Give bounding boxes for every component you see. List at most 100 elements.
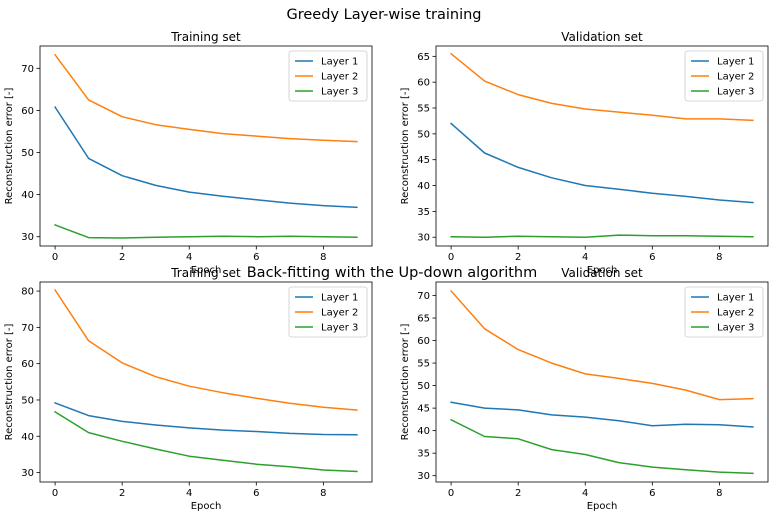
legend-label: Layer 1 xyxy=(717,293,754,304)
x-tick-label: 8 xyxy=(320,488,326,499)
legend: Layer 1 Layer 2 Layer 3 xyxy=(288,286,368,338)
suptitle-bottom: Back-fitting with the Up-down algorithm xyxy=(247,265,538,281)
y-tick-label: 30 xyxy=(417,471,430,482)
x-tick-label: 6 xyxy=(649,488,655,499)
y-tick-label: 70 xyxy=(21,323,34,334)
y-tick-label: 40 xyxy=(417,426,430,437)
y-tick-label: 50 xyxy=(417,381,430,392)
y-tick-label: 30 xyxy=(21,468,34,479)
series-line-layer-3 xyxy=(54,223,358,239)
y-tick-label: 40 xyxy=(21,190,34,201)
series-line-layer-2 xyxy=(450,289,754,401)
x-tick-label: 2 xyxy=(515,488,521,499)
y-tick-label: 35 xyxy=(417,207,430,218)
x-tick-label: 4 xyxy=(582,252,588,263)
legend-label: Layer 3 xyxy=(717,323,754,334)
suptitle-top: Greedy Layer-wise training xyxy=(287,7,482,23)
legend-label: Layer 3 xyxy=(321,323,358,334)
legend-box xyxy=(684,286,764,338)
x-tick-label: 2 xyxy=(119,488,125,499)
y-tick-label: 80 xyxy=(21,287,34,298)
x-tick-label: 0 xyxy=(52,488,58,499)
y-tick-label: 70 xyxy=(21,64,34,75)
legend: Layer 1 Layer 2 Layer 3 xyxy=(684,286,764,338)
x-tick-label: 8 xyxy=(716,488,722,499)
chart-top-left: Training set 0 2 4 6 8 30 40 50 60 70 Epoch Reconstr… xyxy=(4,30,373,276)
x-tick-label: 0 xyxy=(52,252,58,263)
y-tick-label: 60 xyxy=(21,106,34,117)
chart-title: Training set xyxy=(170,30,241,44)
legend-label: Layer 2 xyxy=(321,72,358,83)
x-tick-label: 4 xyxy=(582,488,588,499)
y-tick-label: 30 xyxy=(21,232,34,243)
legend: Layer 1 Layer 2 Layer 3 xyxy=(288,50,368,102)
legend-label: Layer 3 xyxy=(717,87,754,98)
y-tick-label: 35 xyxy=(417,449,430,460)
series-line-layer-2 xyxy=(54,288,358,411)
series-line-layer-1 xyxy=(54,106,358,209)
x-tick-label: 4 xyxy=(186,252,192,263)
legend-box xyxy=(288,50,368,102)
chart-title: Validation set xyxy=(561,30,643,44)
x-tick-label: 8 xyxy=(320,252,326,263)
y-axis-label: Reconstruction error [-] xyxy=(400,323,411,440)
y-tick-label: 55 xyxy=(417,104,430,115)
y-tick-label: 60 xyxy=(417,78,430,89)
legend-box xyxy=(684,50,764,102)
legend-label: Layer 2 xyxy=(717,72,754,83)
legend-label: Layer 2 xyxy=(717,308,754,319)
series-line-layer-3 xyxy=(54,410,358,473)
y-tick-label: 50 xyxy=(21,148,34,159)
series-line-layer-1 xyxy=(450,401,754,428)
y-tick-label: 50 xyxy=(417,129,430,140)
chart-title: Training set xyxy=(170,266,241,280)
x-tick-label: 8 xyxy=(716,252,722,263)
series-line-layer-2 xyxy=(450,52,754,122)
legend-label: Layer 1 xyxy=(321,293,358,304)
series-line-layer-1 xyxy=(54,401,358,436)
x-axis-label: Epoch xyxy=(191,501,222,512)
legend-label: Layer 1 xyxy=(717,57,754,68)
y-tick-label: 65 xyxy=(417,314,430,325)
y-tick-label: 30 xyxy=(417,233,430,244)
chart-top-right: Validation set 0 2 4 6 8 30 35 40 45 50 55 60 65 Epoch… xyxy=(400,30,769,276)
axes-frame xyxy=(39,45,373,247)
y-tick-label: 70 xyxy=(417,291,430,302)
y-tick-label: 60 xyxy=(417,336,430,347)
chart-bottom-right: Validation set 0 2 4 6 8 30 35 40 45 50 55 60 65 70 Epo… xyxy=(400,266,769,512)
x-tick-label: 0 xyxy=(448,252,454,263)
legend-label: Layer 2 xyxy=(321,308,358,319)
legend-label: Layer 3 xyxy=(321,87,358,98)
x-tick-label: 2 xyxy=(119,252,125,263)
x-axis-label: Epoch xyxy=(587,265,618,276)
y-tick-label: 45 xyxy=(417,155,430,166)
y-axis-label: Reconstruction error [-] xyxy=(4,323,15,440)
x-axis-label: Epoch xyxy=(587,501,618,512)
chart-bottom-left: Training set 0 2 4 6 8 30 40 50 60 70 80 Epoch Recons… xyxy=(4,266,373,512)
y-axis-label: Reconstruction error [-] xyxy=(400,87,411,204)
series-line-layer-1 xyxy=(450,122,754,204)
axes-frame xyxy=(39,281,373,483)
axes-frame xyxy=(435,281,769,483)
x-tick-label: 6 xyxy=(253,488,259,499)
y-tick-label: 40 xyxy=(417,181,430,192)
y-axis-label: Reconstruction error [-] xyxy=(4,87,15,204)
axes-frame xyxy=(435,45,769,247)
legend-box xyxy=(288,286,368,338)
legend: Layer 1 Layer 2 Layer 3 xyxy=(684,50,764,102)
x-tick-label: 6 xyxy=(649,252,655,263)
x-tick-label: 6 xyxy=(253,252,259,263)
x-tick-label: 0 xyxy=(448,488,454,499)
legend-label: Layer 1 xyxy=(321,57,358,68)
x-tick-label: 4 xyxy=(186,488,192,499)
y-tick-label: 40 xyxy=(21,432,34,443)
y-tick-label: 60 xyxy=(21,359,34,370)
series-line-layer-3 xyxy=(450,234,754,238)
y-tick-label: 55 xyxy=(417,359,430,370)
y-tick-label: 50 xyxy=(21,395,34,406)
chart-title: Validation set xyxy=(561,266,643,280)
series-line-layer-3 xyxy=(450,418,754,475)
y-tick-label: 45 xyxy=(417,404,430,415)
